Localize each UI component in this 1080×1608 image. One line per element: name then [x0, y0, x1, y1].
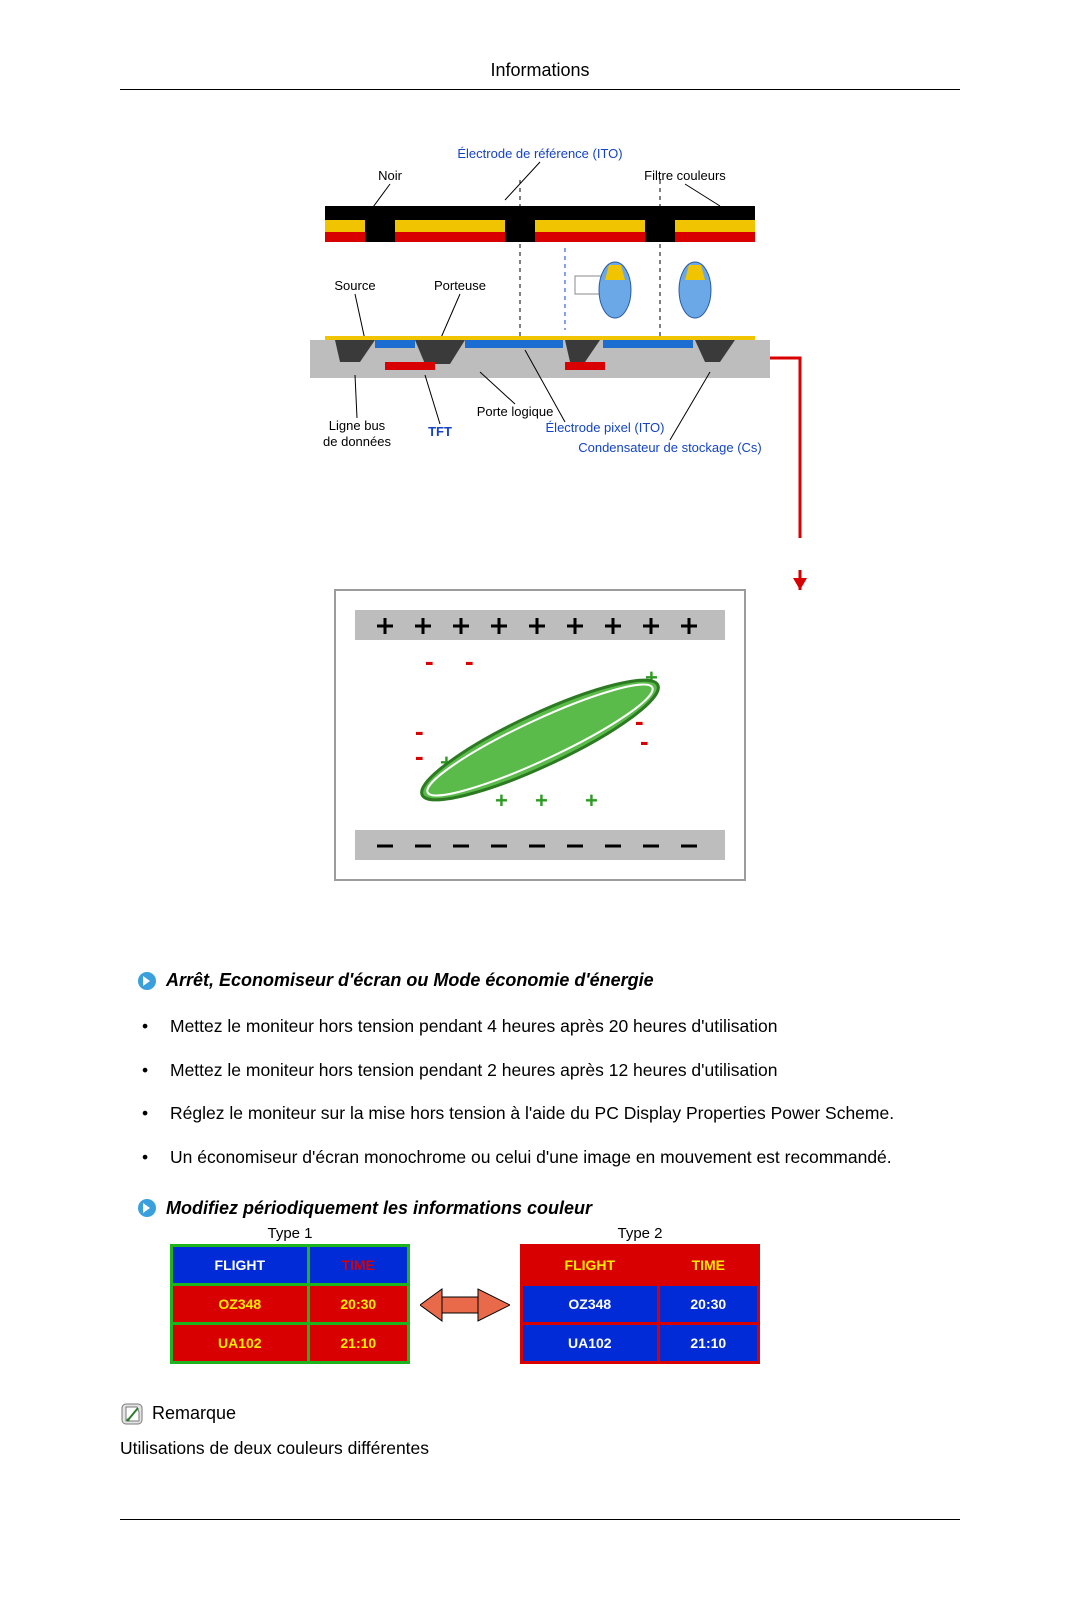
svg-text:Filtre couleurs: Filtre couleurs [644, 168, 726, 183]
note-icon [120, 1402, 144, 1426]
section-2-heading: Modifiez périodiquement les informations… [138, 1198, 960, 1219]
table-type-1-wrap: Type 1 FLIGHTTIMEOZ34820:30UA10221:10 [170, 1225, 410, 1364]
tft-cross-section-diagram: Électrode de référence (ITO) Noir Filtre… [265, 140, 815, 540]
remark-body: Utilisations de deux couleurs différente… [120, 1438, 960, 1459]
col-time: TIME [658, 1245, 758, 1284]
table-cell: OZ348 [172, 1284, 309, 1323]
section-1-list: Mettez le moniteur hors tension pendant … [120, 1005, 960, 1180]
col-flight: FLIGHT [522, 1245, 659, 1284]
type-2-label: Type 2 [520, 1225, 760, 1242]
table-cell: 20:30 [308, 1284, 408, 1323]
svg-text:-: - [640, 726, 649, 756]
swap-arrow-icon [420, 1285, 510, 1325]
svg-text:-: - [465, 646, 474, 676]
bullet-arrow-icon [138, 972, 156, 990]
liquid-crystal-diagram: + + + + + + + - - - - - - [265, 570, 815, 900]
table-type-2-wrap: Type 2 FLIGHTTIMEOZ34820:30UA10221:10 [520, 1225, 760, 1364]
list-item: Réglez le moniteur sur la mise hors tens… [120, 1092, 960, 1136]
remark-label: Remarque [152, 1403, 236, 1424]
svg-text:Électrode de référence (ITO): Électrode de référence (ITO) [457, 146, 622, 161]
list-item: Un économiseur d'écran monochrome ou cel… [120, 1136, 960, 1180]
svg-text:Porteuse: Porteuse [434, 278, 486, 293]
svg-text:+: + [535, 788, 548, 813]
document-page: Informations Électrode de référence (ITO… [0, 0, 1080, 1608]
svg-text:+: + [495, 788, 508, 813]
svg-text:Noir: Noir [378, 168, 403, 183]
svg-text:Porte logique: Porte logique [477, 404, 554, 419]
svg-text:Source: Source [334, 278, 375, 293]
svg-text:Électrode pixel (ITO): Électrode pixel (ITO) [546, 420, 665, 435]
table-cell: OZ348 [522, 1284, 659, 1323]
section-1-title: Arrêt, Economiseur d'écran ou Mode écono… [166, 970, 654, 991]
section-2-title: Modifiez périodiquement les informations… [166, 1198, 592, 1219]
color-swap-tables: Type 1 FLIGHTTIMEOZ34820:30UA10221:10 Ty… [170, 1225, 960, 1364]
page-title: Informations [490, 60, 589, 80]
table-cell: 21:10 [658, 1323, 758, 1362]
bullet-arrow-icon [138, 1199, 156, 1217]
list-item: Mettez le moniteur hors tension pendant … [120, 1005, 960, 1049]
svg-text:-: - [425, 646, 434, 676]
page-header: Informations [120, 60, 960, 90]
section-1-heading: Arrêt, Economiseur d'écran ou Mode écono… [138, 970, 960, 991]
svg-text:de données: de données [323, 434, 391, 449]
svg-text:+: + [585, 788, 598, 813]
table-cell: UA102 [172, 1323, 309, 1362]
col-flight: FLIGHT [172, 1245, 309, 1284]
col-time: TIME [308, 1245, 408, 1284]
list-item: Mettez le moniteur hors tension pendant … [120, 1049, 960, 1093]
svg-text:-: - [415, 741, 424, 771]
footer-rule [120, 1519, 960, 1520]
flight-table-type-1: FLIGHTTIMEOZ34820:30UA10221:10 [170, 1244, 410, 1364]
svg-text:TFT: TFT [428, 424, 452, 439]
type-1-label: Type 1 [170, 1225, 410, 1242]
lc-svg: + + + + + + + - - - - - - [265, 570, 815, 900]
table-cell: 21:10 [308, 1323, 408, 1362]
svg-text:Ligne bus: Ligne bus [329, 418, 386, 433]
tft-svg: Électrode de référence (ITO) Noir Filtre… [265, 140, 815, 540]
table-cell: UA102 [522, 1323, 659, 1362]
svg-text:Condensateur de stockage (Cs): Condensateur de stockage (Cs) [578, 440, 762, 455]
table-cell: 20:30 [658, 1284, 758, 1323]
flight-table-type-2: FLIGHTTIMEOZ34820:30UA10221:10 [520, 1244, 760, 1364]
remark-heading: Remarque [120, 1402, 960, 1426]
